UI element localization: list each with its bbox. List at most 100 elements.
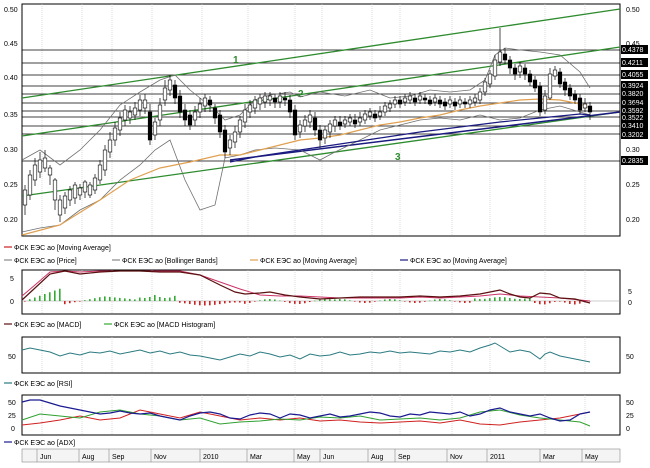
candle[interactable] (267, 92, 273, 106)
candle[interactable] (377, 106, 383, 120)
candle[interactable] (507, 56, 513, 74)
candle[interactable] (237, 116, 243, 138)
candle[interactable] (582, 98, 588, 112)
candle[interactable] (387, 100, 393, 112)
candle[interactable] (362, 110, 368, 124)
candle[interactable] (37, 152, 43, 178)
price-candlesticks[interactable] (22, 28, 593, 222)
price-panel[interactable]: 1 2 3 0.4378 0.4211 0.4055 0.3924 0.3820… (4, 3, 648, 237)
candle[interactable] (147, 104, 153, 145)
candle[interactable] (262, 92, 268, 108)
candle[interactable] (472, 94, 478, 106)
candle[interactable] (232, 126, 238, 148)
candle[interactable] (447, 96, 453, 108)
candle[interactable] (162, 80, 168, 106)
candle[interactable] (372, 110, 378, 122)
trend-channels[interactable] (21, 8, 621, 197)
candle[interactable] (342, 116, 348, 128)
candle[interactable] (252, 96, 258, 114)
candle[interactable] (302, 115, 308, 132)
candle[interactable] (192, 106, 198, 126)
candle[interactable] (127, 106, 133, 124)
candle[interactable] (482, 78, 488, 96)
candle[interactable] (442, 98, 448, 110)
candle[interactable] (117, 112, 123, 136)
candle[interactable] (182, 104, 188, 126)
candle[interactable] (32, 158, 38, 186)
candle[interactable] (327, 120, 333, 138)
candle[interactable] (382, 102, 388, 116)
candle[interactable] (522, 64, 528, 80)
candle[interactable] (567, 84, 573, 100)
candle[interactable] (467, 96, 473, 108)
candle[interactable] (257, 94, 263, 110)
candle[interactable] (367, 108, 373, 120)
candle[interactable] (247, 100, 253, 118)
rsi-panel[interactable]: 50 50 (8, 336, 634, 374)
candle[interactable] (487, 70, 493, 88)
candle[interactable] (77, 184, 83, 200)
candle[interactable] (282, 92, 288, 106)
candle[interactable] (462, 98, 468, 108)
candle[interactable] (412, 94, 418, 106)
candle[interactable] (137, 95, 143, 116)
candle[interactable] (577, 94, 583, 114)
candle[interactable] (222, 125, 228, 158)
candle[interactable] (517, 62, 523, 78)
candle[interactable] (422, 94, 428, 104)
candle[interactable] (537, 82, 543, 116)
candle[interactable] (82, 180, 88, 198)
candle[interactable] (22, 185, 28, 215)
candle[interactable] (227, 135, 233, 155)
candle[interactable] (97, 160, 103, 184)
candle[interactable] (512, 64, 518, 80)
candle[interactable] (357, 112, 363, 126)
candle[interactable] (107, 132, 113, 158)
candle[interactable] (52, 178, 58, 210)
candle[interactable] (242, 104, 248, 128)
candle[interactable] (432, 94, 438, 106)
candle[interactable] (27, 170, 33, 200)
candle[interactable] (542, 90, 548, 114)
candle[interactable] (197, 98, 203, 118)
candle[interactable] (352, 114, 358, 128)
candle[interactable] (587, 102, 593, 120)
candle[interactable] (217, 110, 223, 138)
candle[interactable] (312, 112, 318, 136)
candle[interactable] (492, 55, 498, 80)
candle[interactable] (212, 104, 218, 124)
candle[interactable] (437, 96, 443, 108)
candle[interactable] (552, 66, 558, 80)
candle[interactable] (307, 110, 313, 128)
candle[interactable] (547, 68, 553, 100)
candle[interactable] (157, 98, 163, 126)
candle[interactable] (187, 110, 193, 130)
candle[interactable] (272, 94, 278, 108)
candle[interactable] (102, 145, 108, 176)
candle[interactable] (292, 105, 298, 140)
candle[interactable] (502, 48, 508, 64)
candle[interactable] (177, 90, 183, 118)
candle[interactable] (277, 92, 283, 108)
candle[interactable] (62, 192, 68, 214)
candle[interactable] (202, 94, 208, 112)
candle[interactable] (402, 94, 408, 106)
candle[interactable] (172, 80, 178, 104)
candle[interactable] (527, 70, 533, 86)
candle[interactable] (392, 96, 398, 108)
candle[interactable] (347, 114, 353, 126)
candle[interactable] (457, 96, 463, 108)
candle[interactable] (57, 195, 63, 222)
candle[interactable] (287, 95, 293, 118)
candle[interactable] (92, 174, 98, 194)
candle[interactable] (532, 76, 538, 92)
candle[interactable] (67, 186, 73, 206)
candle[interactable] (317, 125, 323, 148)
candle[interactable] (322, 126, 328, 144)
candle[interactable] (132, 102, 138, 120)
candle[interactable] (297, 120, 303, 138)
candle[interactable] (87, 182, 93, 198)
adx-panel[interactable]: 50 25 0 50 25 0 (8, 394, 634, 436)
candle[interactable] (477, 88, 483, 104)
